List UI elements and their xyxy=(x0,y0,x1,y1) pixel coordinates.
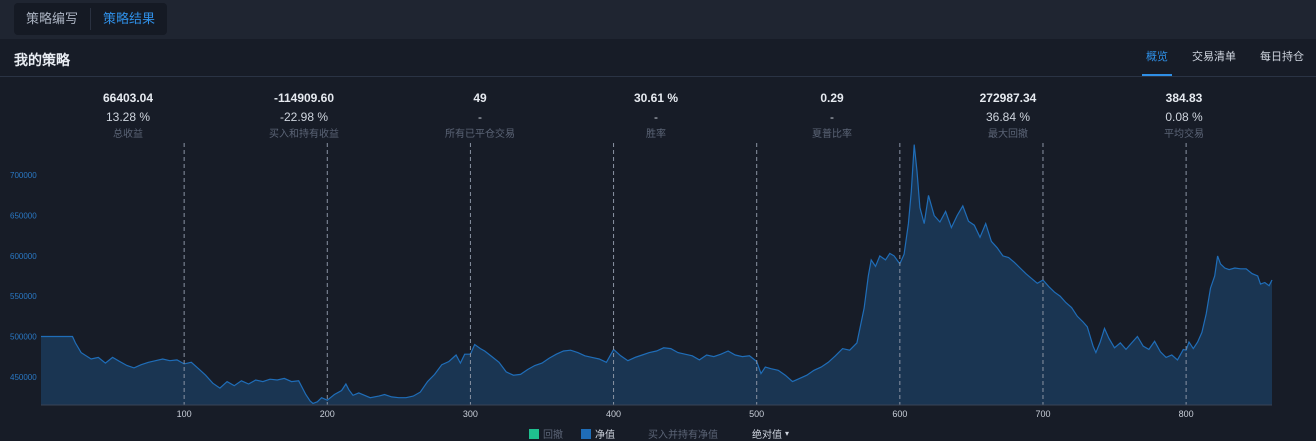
tab-trade-list[interactable]: 交易清单 xyxy=(1192,51,1236,63)
chart-legend: 回撤 净值 买入并持有净值 绝对值 ▾ xyxy=(0,425,1316,441)
top-bar: 策略编写 策略结果 xyxy=(0,0,1316,39)
tab-daily-positions[interactable]: 每日持仓 xyxy=(1260,51,1304,63)
x-tick-label: 800 xyxy=(1179,409,1194,419)
x-tick-label: 600 xyxy=(892,409,907,419)
stat-label: 买入和持有收益 xyxy=(269,129,339,140)
stat-percent: - xyxy=(478,110,482,124)
stat-label: 平均交易 xyxy=(1164,129,1204,140)
grid-lines xyxy=(183,143,1187,405)
stat-value: 0.29 xyxy=(820,91,844,105)
stat-label: 最大回撤 xyxy=(988,129,1028,140)
y-tick-label: 550000 xyxy=(10,292,37,301)
stat-value: 272987.34 xyxy=(979,91,1037,105)
equity-chart: 100 200 300 400 500 600 700 800 450000 500000 5500… xyxy=(10,143,1273,419)
stat-win-rate: 30.61 % - 胜率 xyxy=(591,90,721,142)
y-tick-label: 450000 xyxy=(10,373,37,382)
stat-percent: 36.84 % xyxy=(985,110,1031,124)
equity-line xyxy=(41,144,1273,405)
stat-max-drawdown: 272987.34 36.84 % 最大回撤 xyxy=(943,90,1073,142)
stat-percent: - xyxy=(830,110,834,124)
legend-drawdown-label: 回撤 xyxy=(543,430,563,441)
panel-header: 我的策略 概览 交易清单 每日持仓 xyxy=(0,39,1316,77)
equity-area xyxy=(41,144,1272,405)
tab-divider xyxy=(90,8,92,30)
stat-percent: 13.28 % xyxy=(105,110,151,124)
y-tick-label: 700000 xyxy=(10,171,37,180)
stat-closed-trades: 49 - 所有已平仓交易 xyxy=(415,90,545,142)
chevron-down-icon: ▾ xyxy=(785,429,790,438)
legend-buy-hold-label: 买入并持有净值 xyxy=(648,430,718,441)
stat-value: 66403.04 xyxy=(102,91,154,105)
mode-tabs: 策略编写 策略结果 xyxy=(14,3,168,35)
stat-average-trade: 384.83 0.08 % 平均交易 xyxy=(1119,90,1249,142)
tab-strategy-result[interactable]: 策略结果 xyxy=(103,11,156,26)
stat-total-return: 66403.04 13.28 % 总收益 xyxy=(63,90,193,142)
y-tick-label: 500000 xyxy=(10,332,37,341)
stat-value: 30.61 % xyxy=(633,91,679,105)
stat-label: 夏普比率 xyxy=(812,129,852,140)
y-tick-label: 600000 xyxy=(10,252,37,261)
x-tick-label: 400 xyxy=(606,409,621,419)
legend-equity-label: 净值 xyxy=(595,430,615,441)
stat-percent: -22.98 % xyxy=(279,110,329,124)
stat-value: 49 xyxy=(473,91,487,105)
stat-buy-hold-return: -114909.60 -22.98 % 买入和持有收益 xyxy=(239,90,369,142)
x-tick-label: 200 xyxy=(320,409,335,419)
stat-label: 胜率 xyxy=(646,129,666,140)
axis-ticks: 100 200 300 400 500 600 700 800 450000 500000 5500… xyxy=(10,171,1194,419)
value-mode-dropdown[interactable]: 绝对值 ▾ xyxy=(752,426,789,441)
x-tick-label: 700 xyxy=(1035,409,1050,419)
tab-overview[interactable]: 概览 xyxy=(1134,39,1180,76)
page-title: 我的策略 xyxy=(14,52,70,68)
stat-label: 总收益 xyxy=(113,129,143,140)
stat-value: -114909.60 xyxy=(273,91,335,105)
subtabs: 概览 交易清单 每日持仓 xyxy=(1134,39,1316,76)
legend-buy-hold[interactable]: 买入并持有净值 xyxy=(648,426,718,441)
stat-sharpe-ratio: 0.29 - 夏普比率 xyxy=(767,90,897,142)
tab-strategy-write[interactable]: 策略编写 xyxy=(26,11,79,26)
stat-percent: - xyxy=(654,110,658,124)
x-tick-label: 500 xyxy=(749,409,764,419)
legend-drawdown-swatch xyxy=(529,428,539,439)
x-tick-label: 300 xyxy=(463,409,478,419)
stat-label: 所有已平仓交易 xyxy=(445,129,515,140)
stat-percent: 0.08 % xyxy=(1165,110,1203,124)
legend-drawdown[interactable]: 回撤 xyxy=(529,426,563,441)
legend-equity-swatch xyxy=(581,428,591,439)
y-tick-label: 650000 xyxy=(10,212,37,221)
legend-equity[interactable]: 净值 xyxy=(581,426,615,441)
stat-value: 384.83 xyxy=(1165,91,1203,105)
x-tick-label: 100 xyxy=(177,409,192,419)
value-mode-label: 绝对值 xyxy=(752,430,782,441)
